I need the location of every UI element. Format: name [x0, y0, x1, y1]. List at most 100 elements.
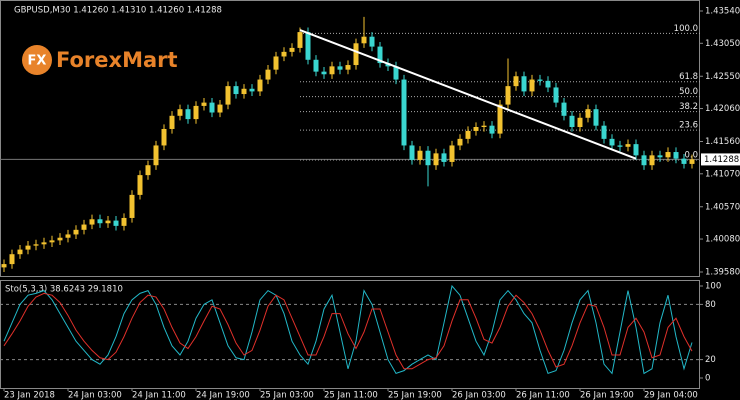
candle-body: [65, 234, 71, 238]
candle-body: [465, 130, 471, 139]
x-tick-label: 24 Jan 19:00: [196, 391, 250, 400]
candle-body: [129, 194, 135, 218]
candle-body: [433, 153, 439, 166]
x-tick-label: 25 Jan 03:00: [260, 391, 314, 400]
candle-body: [617, 145, 623, 147]
y-tick-label: 1.39580: [705, 268, 740, 278]
candle-body: [393, 66, 399, 80]
candle-body: [249, 88, 255, 92]
candle-body: [505, 86, 511, 105]
candle-body: [105, 220, 111, 224]
candle-body: [145, 165, 151, 176]
candle-body: [313, 59, 319, 72]
main-panel: [0, 0, 700, 277]
candle-body: [609, 138, 615, 146]
logo-text: ForexMart: [56, 48, 178, 72]
candle-body: [1, 264, 7, 268]
fibo-label: 50.0: [679, 87, 698, 97]
candle-body: [361, 36, 367, 44]
candle-body: [401, 79, 407, 146]
candle-body: [209, 102, 215, 113]
y-tick-label: 1.40080: [705, 235, 740, 245]
candle-body: [353, 43, 359, 66]
candle-body: [297, 32, 303, 48]
candle-body: [281, 51, 287, 57]
candle-body: [161, 128, 167, 146]
x-tick-label: 25 Jan 19:00: [388, 391, 442, 400]
x-tick-label: 29 Jan 04:00: [644, 391, 698, 400]
candle-body: [369, 36, 375, 47]
chart-title: GBPUSD,M30 1.41260 1.41310 1.41260 1.412…: [14, 6, 222, 16]
candle-body: [577, 117, 583, 127]
candle-body: [481, 125, 487, 127]
candle-body: [17, 249, 23, 255]
candle-body: [553, 87, 559, 103]
candle-body: [425, 150, 431, 166]
candle-body: [273, 56, 279, 70]
candle-body: [457, 138, 463, 146]
candle-body: [265, 69, 271, 80]
last-price-label: 1.41288: [704, 155, 739, 165]
indicator-line: [3, 284, 693, 375]
candle-body: [49, 240, 55, 243]
candle-body: [305, 32, 311, 60]
candle-body: [673, 152, 679, 159]
fibo-label: 23.6: [679, 121, 698, 131]
logo-icon: [22, 45, 52, 75]
candle-body: [633, 144, 639, 156]
candle-body: [137, 175, 143, 195]
candle-body: [641, 155, 647, 166]
candle-body: [241, 88, 247, 95]
candle-body: [41, 242, 47, 245]
candle-body: [601, 125, 607, 139]
candle-body: [537, 79, 543, 81]
candle-body: [89, 219, 95, 225]
candle-body: [193, 105, 199, 120]
candle-body: [665, 152, 671, 158]
candle-body: [497, 104, 503, 134]
candle-body: [561, 102, 567, 116]
fibo-label: 61.8: [679, 72, 698, 82]
candle-body: [113, 220, 119, 226]
candle-body: [417, 150, 423, 160]
x-tick-label: 24 Jan 03:00: [68, 391, 122, 400]
y-tick-label: 1.42550: [705, 72, 740, 82]
indicator-tick-label: 20: [705, 355, 716, 365]
watermark: FX ForexMart: [22, 45, 178, 75]
candle-body: [441, 153, 447, 162]
candle-body: [569, 115, 575, 127]
y-tick-label: 1.43050: [705, 39, 740, 49]
candle-body: [585, 109, 591, 118]
candle-body: [513, 76, 519, 87]
x-tick-label: 26 Jan 03:00: [452, 391, 506, 400]
candle-body: [625, 144, 631, 147]
candle-body: [545, 80, 551, 88]
candle-body: [377, 46, 383, 64]
indicator-tick-label: 0: [705, 374, 710, 384]
candle-body: [233, 86, 239, 95]
candle-body: [329, 66, 335, 75]
y-tick-label: 1.40570: [705, 202, 740, 212]
candle-body: [33, 244, 39, 246]
candle-body: [337, 66, 343, 70]
candle-body: [521, 76, 527, 92]
fibo-label: 38.2: [679, 102, 698, 112]
trendline: [299, 29, 637, 160]
x-tick-label: 25 Jan 11:00: [324, 391, 378, 400]
indicator-tick-label: 100: [705, 282, 721, 292]
x-tick-label: 24 Jan 11:00: [132, 391, 186, 400]
candle-body: [97, 219, 103, 224]
candle-body: [217, 104, 223, 113]
last-price-tag: [701, 153, 740, 166]
candle-body: [73, 229, 79, 235]
candle-body: [153, 145, 159, 166]
candle-body: [25, 245, 31, 250]
x-tick-label: 23 Jan 2018: [4, 391, 55, 400]
candle-body: [57, 237, 63, 241]
fibo-label: 100.0: [674, 24, 698, 34]
y-tick-label: 1.41070: [705, 169, 740, 179]
candle-body: [177, 109, 183, 116]
candle-body: [689, 159, 695, 164]
indicator-panel: [0, 280, 700, 389]
